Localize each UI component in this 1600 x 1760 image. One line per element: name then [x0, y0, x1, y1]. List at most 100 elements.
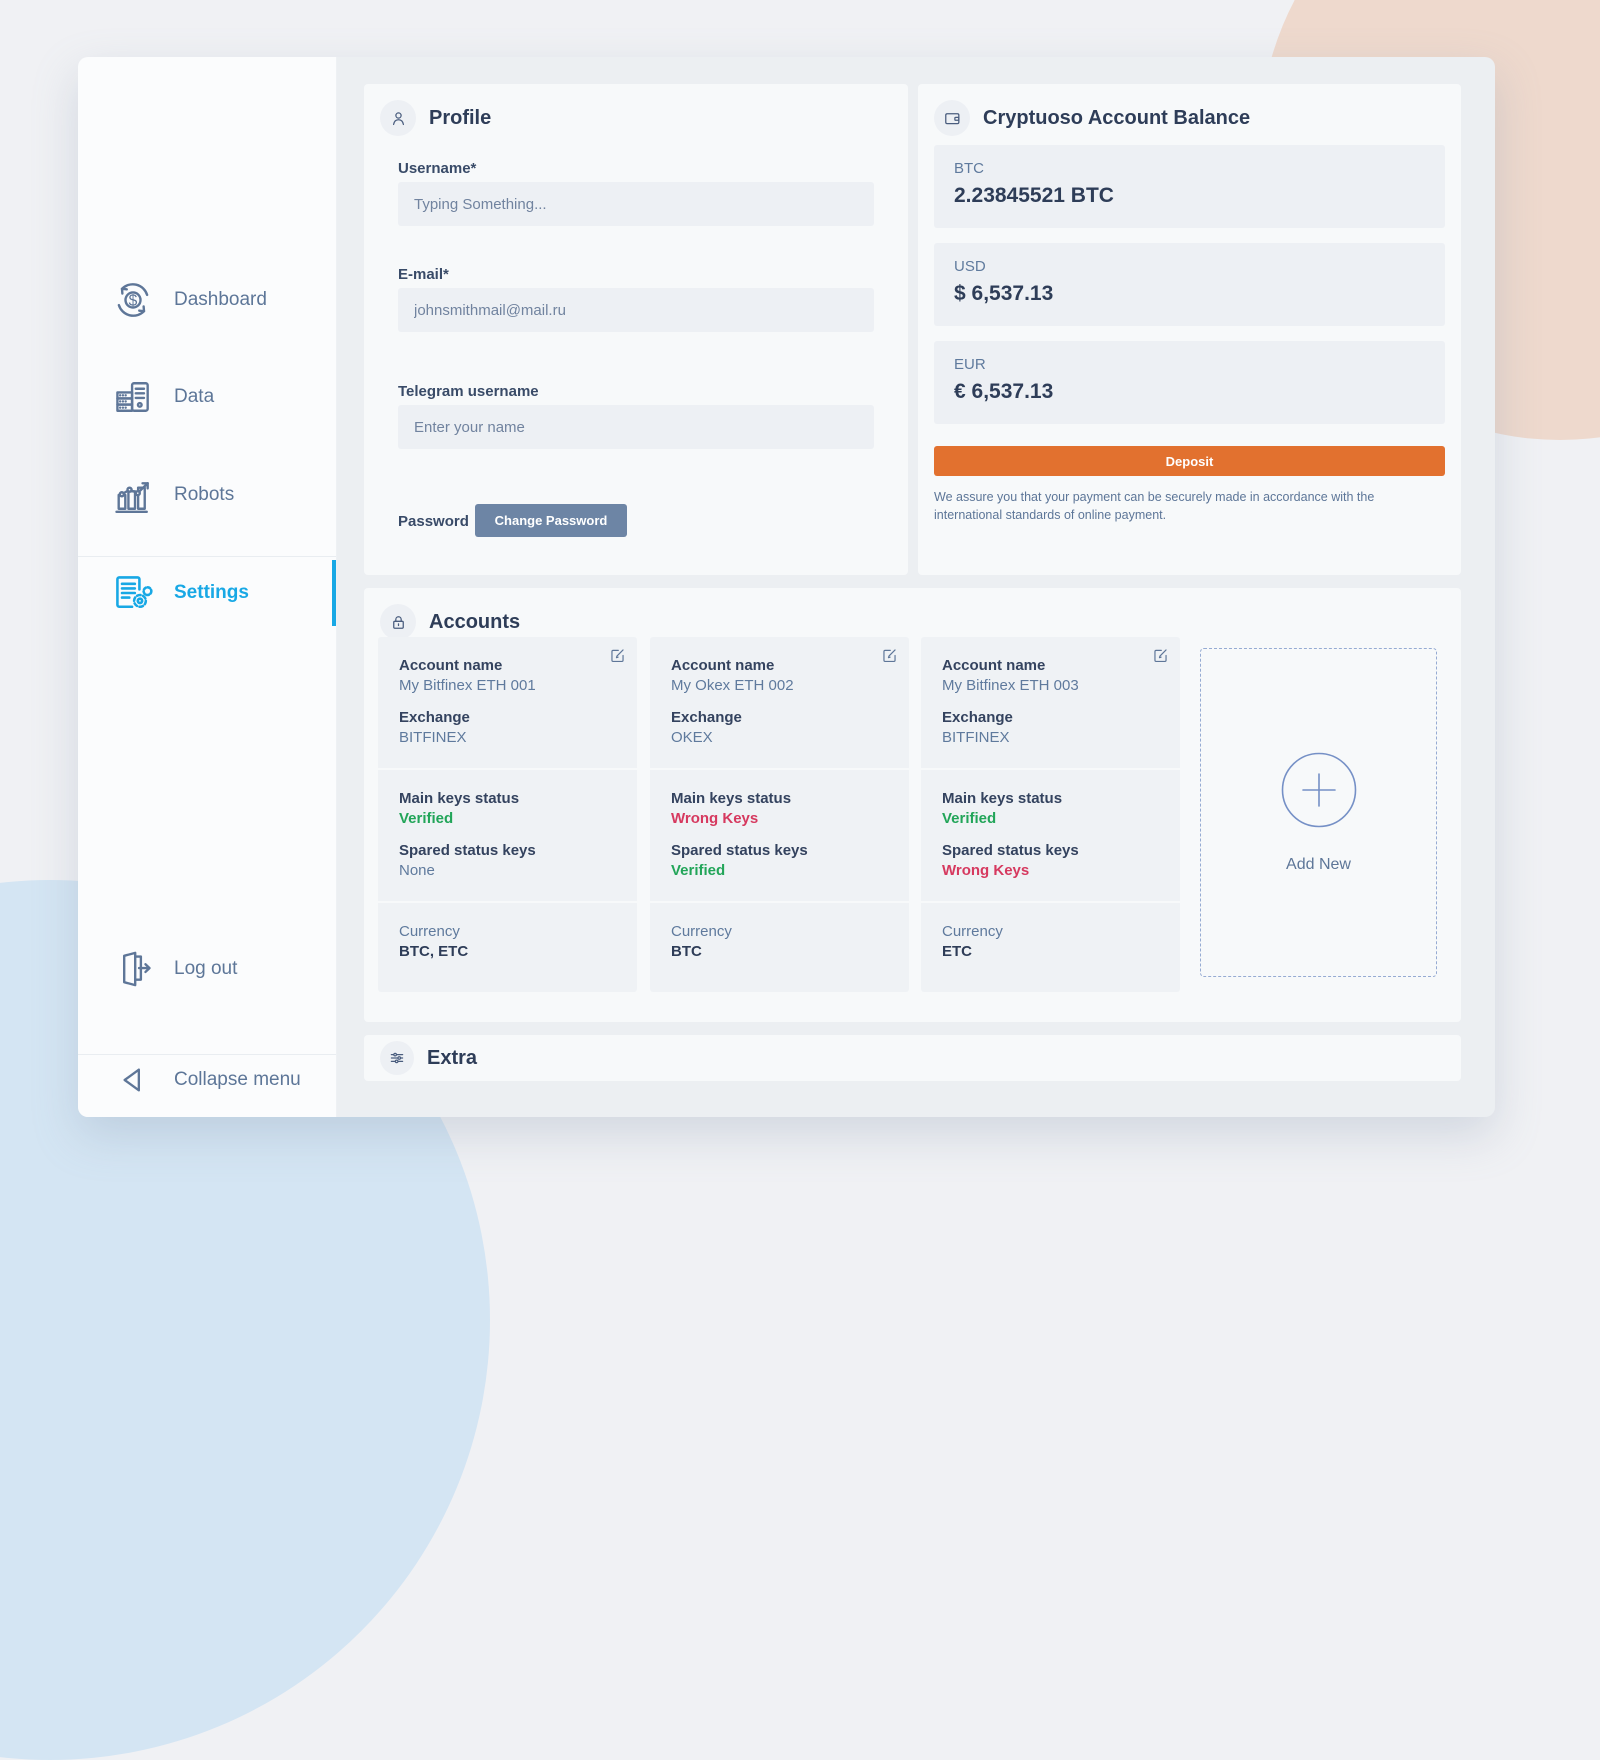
sidebar-item-dashboard[interactable]: $ Dashboard: [78, 269, 336, 331]
svg-text:$: $: [129, 293, 138, 310]
balance-row-btc: BTC 2.23845521 BTC: [934, 145, 1445, 228]
sidebar-item-label: Robots: [174, 484, 235, 505]
profile-card-header: Profile: [380, 100, 491, 136]
person-icon: [380, 100, 416, 136]
account-name-value: My Bitfinex ETH 003: [942, 677, 1079, 694]
sidebar-item-label: Collapse menu: [174, 1069, 301, 1090]
currency-value: ETC: [942, 943, 972, 960]
email-field[interactable]: [398, 288, 874, 332]
balance-row-eur: EUR € 6,537.13: [934, 341, 1445, 424]
main-keys-status-label: Main keys status: [671, 790, 792, 807]
spared-status-keys-value: Verified: [671, 862, 726, 879]
sidebar-item-data[interactable]: Data: [78, 366, 336, 428]
active-item-indicator: [332, 560, 336, 626]
account-name-label: Account name: [671, 657, 775, 674]
sidebar-divider: [78, 556, 336, 557]
account-currency-section: Currency ETC: [921, 903, 1180, 1055]
account-identity-section: Account name My Okex ETH 002 Exchange OK…: [650, 637, 909, 770]
exchange-label: Exchange: [399, 709, 470, 726]
password-label: Password: [398, 513, 469, 530]
account-card: Account name My Bitfinex ETH 001 Exchang…: [378, 637, 637, 1055]
account-keys-section: Main keys status Wrong Keys Spared statu…: [650, 770, 909, 903]
sidebar-item-logout[interactable]: Log out: [78, 938, 336, 1000]
edit-icon: [608, 646, 627, 665]
account-balance-card: Cryptuoso Account Balance BTC 2.23845521…: [918, 84, 1461, 575]
wallet-icon: [934, 100, 970, 136]
extra-title: Extra: [427, 1047, 478, 1069]
currency-code: EUR: [954, 356, 986, 373]
deposit-button[interactable]: Deposit: [934, 446, 1445, 476]
account-name-value: My Okex ETH 002: [671, 677, 794, 694]
account-keys-section: Main keys status Verified Spared status …: [921, 770, 1180, 903]
account-currency-section: Currency BTC, ETC: [378, 903, 637, 1055]
spared-status-keys-label: Spared status keys: [399, 842, 536, 859]
currency-value: € 6,537.13: [954, 380, 1054, 403]
edit-account-button[interactable]: [608, 646, 627, 665]
currency-label: Currency: [399, 923, 460, 940]
sidebar-item-label: Data: [174, 386, 215, 407]
edit-account-button[interactable]: [1151, 646, 1170, 665]
account-card: Account name My Bitfinex ETH 003 Exchang…: [921, 637, 1180, 1055]
balance-row-usd: USD $ 6,537.13: [934, 243, 1445, 326]
sidebar-item-collapse-menu[interactable]: Collapse menu: [78, 1049, 336, 1111]
sidebar: $ Dashboard: [78, 57, 337, 1117]
currency-value: $ 6,537.13: [954, 282, 1054, 305]
username-input[interactable]: [398, 182, 874, 226]
app-panel: $ Dashboard: [78, 57, 1495, 1117]
main-keys-status-label: Main keys status: [399, 790, 520, 807]
extra-card[interactable]: Extra: [364, 1035, 1461, 1081]
settings-icon: [110, 570, 156, 616]
account-name-value: My Bitfinex ETH 001: [399, 677, 536, 694]
sidebar-item-label: Log out: [174, 958, 238, 979]
telegram-username-label: Telegram username: [398, 383, 539, 400]
collapse-icon: [110, 1057, 156, 1103]
currency-value: BTC, ETC: [399, 943, 469, 960]
extra-card-header: Extra: [364, 1035, 1461, 1081]
data-icon: [110, 374, 156, 420]
spared-status-keys-value: None: [399, 862, 435, 879]
accounts-card-header: Accounts: [380, 604, 520, 640]
exchange-label: Exchange: [671, 709, 742, 726]
spared-status-keys-label: Spared status keys: [942, 842, 1079, 859]
lock-icon: [380, 604, 416, 640]
balance-title: Cryptuoso Account Balance: [983, 107, 1251, 129]
currency-label: Currency: [671, 923, 732, 940]
sliders-icon: [380, 1041, 414, 1075]
sidebar-item-robots[interactable]: Robots: [78, 464, 336, 526]
balance-card-header: Cryptuoso Account Balance: [934, 100, 1250, 136]
account-identity-section: Account name My Bitfinex ETH 001 Exchang…: [378, 637, 637, 770]
main-keys-status-value: Verified: [942, 810, 997, 827]
exchange-value: BITFINEX: [942, 729, 1010, 746]
accounts-title: Accounts: [429, 611, 521, 633]
dashboard-icon: $: [110, 277, 156, 323]
payment-assurance-note: We assure you that your payment can be s…: [934, 490, 1375, 523]
currency-code: USD: [954, 258, 986, 275]
currency-label: Currency: [942, 923, 1003, 940]
account-identity-section: Account name My Bitfinex ETH 003 Exchang…: [921, 637, 1180, 770]
username-label: Username*: [398, 160, 477, 177]
logout-icon: [110, 946, 156, 992]
spared-status-keys-value: Wrong Keys: [942, 862, 1030, 879]
email-label: E-mail*: [398, 266, 449, 283]
sidebar-item-label: Dashboard: [174, 289, 267, 310]
spared-status-keys-label: Spared status keys: [671, 842, 808, 859]
sidebar-divider: [78, 1054, 336, 1055]
add-new-label: Add New: [1286, 855, 1351, 873]
edit-account-button[interactable]: [880, 646, 899, 665]
exchange-value: OKEX: [671, 729, 713, 746]
account-card: Account name My Okex ETH 002 Exchange OK…: [650, 637, 909, 1055]
main-keys-status-value: Wrong Keys: [671, 810, 759, 827]
account-name-label: Account name: [399, 657, 503, 674]
main-keys-status-label: Main keys status: [942, 790, 1063, 807]
plus-circle-icon: [1281, 752, 1357, 828]
add-new-account-button[interactable]: Add New: [1200, 648, 1437, 977]
telegram-username-input[interactable]: [398, 405, 874, 449]
main-keys-status-value: Verified: [399, 810, 454, 827]
sidebar-item-settings[interactable]: Settings: [78, 562, 336, 624]
account-currency-section: Currency BTC: [650, 903, 909, 1055]
robots-icon: [110, 472, 156, 518]
exchange-label: Exchange: [942, 709, 1013, 726]
currency-value: 2.23845521 BTC: [954, 184, 1114, 207]
exchange-value: BITFINEX: [399, 729, 467, 746]
change-password-button[interactable]: Change Password: [475, 504, 627, 537]
